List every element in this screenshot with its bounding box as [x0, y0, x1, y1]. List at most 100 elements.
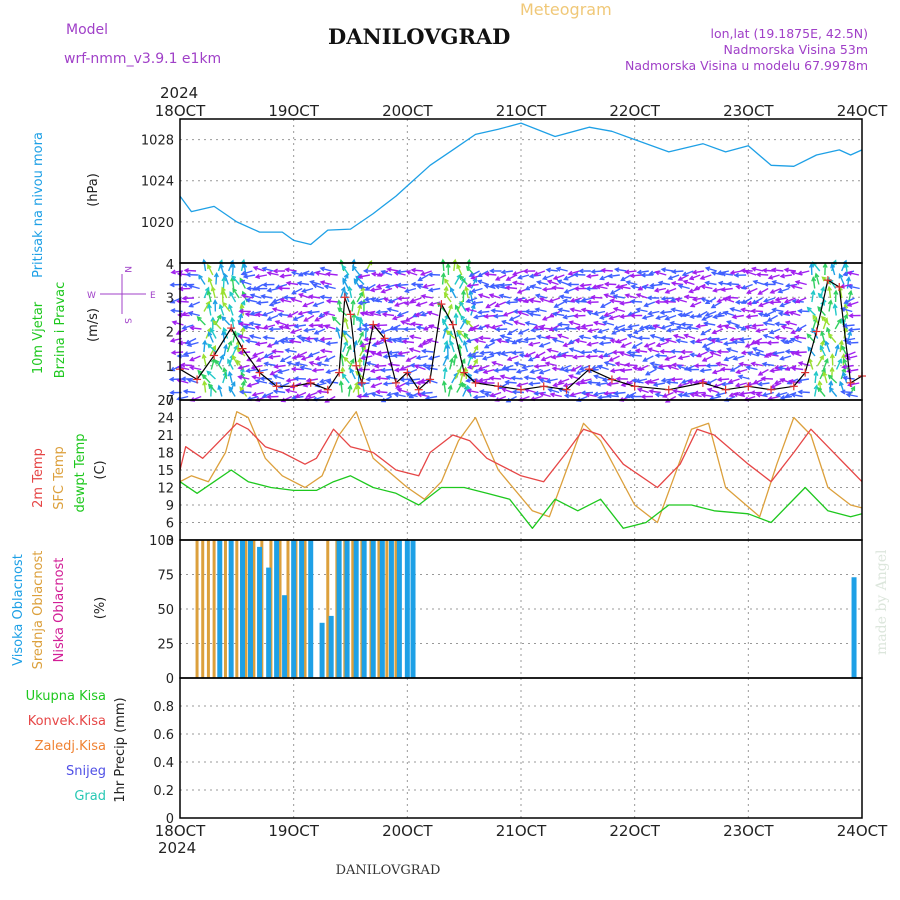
wind-arrow-head: [680, 349, 686, 355]
wind-arrow: [705, 310, 717, 317]
wind-arrow-head: [170, 308, 176, 314]
wind-arrow-head: [740, 307, 746, 313]
wind-arrow-head: [515, 338, 522, 344]
wind-arrow-head: [463, 332, 469, 338]
axis-layer: 18OCT18OCT19OCT19OCT20OCT20OCT21OCT21OCT…: [141, 102, 888, 840]
wind-arrow-head: [282, 336, 289, 342]
wind-arrow: [292, 287, 303, 295]
wind-arrow: [495, 285, 507, 290]
wind-arrow-head: [254, 341, 261, 347]
wind-arrow-head: [261, 311, 268, 317]
wind-arrow: [576, 382, 588, 385]
wind-arrow: [671, 308, 683, 313]
wind-arrow-head: [750, 308, 756, 314]
wind-arrow: [466, 266, 475, 276]
wind-arrow-head: [323, 324, 330, 330]
x-tick-bottom: 20OCT: [382, 822, 433, 840]
wind-arrow-head: [551, 337, 558, 343]
wind-arrow-head: [770, 267, 777, 273]
wind-arrow-head: [632, 329, 639, 335]
wind-arrow-head: [414, 312, 420, 318]
wind-arrow: [563, 314, 575, 319]
wind-arrow: [185, 269, 197, 272]
wind-arrow: [591, 270, 603, 273]
wind-arrow: [418, 274, 429, 281]
wind-arrow: [294, 324, 307, 328]
wind-arrow-head: [210, 327, 215, 333]
wind-arrow: [397, 310, 409, 317]
wind-arrow-head: [244, 311, 250, 317]
wind-arrow: [209, 345, 216, 357]
wind-arrow-head: [631, 378, 637, 384]
wind-arrow-head: [508, 316, 514, 321]
wind-arrow-head: [575, 397, 582, 402]
wind-arrow-head: [268, 380, 274, 386]
wind-arrow: [315, 271, 327, 276]
wind-arrow: [240, 260, 245, 272]
wind-arrow-head: [279, 357, 286, 362]
wind-arrow: [554, 301, 565, 308]
wind-arrow: [780, 355, 792, 360]
wind-arrow-head: [168, 376, 175, 382]
wind-arrow: [388, 363, 400, 367]
wind-arrow: [585, 393, 597, 398]
wind-arrow-head: [797, 270, 803, 276]
wind-arrow-head: [216, 314, 222, 320]
wind-arrow: [429, 287, 441, 292]
wind-arrow: [841, 391, 853, 394]
wind-arrow: [189, 301, 200, 308]
wind-arrow: [357, 385, 360, 397]
wind-arrow: [839, 341, 843, 353]
wind-arrow-head: [568, 347, 575, 353]
wind-arrow: [324, 325, 336, 330]
wind-arrow: [285, 324, 297, 328]
wind-arrow-head: [591, 284, 598, 290]
wind-arrow: [846, 393, 858, 398]
wind-arrow-head: [420, 294, 427, 300]
wind-arrow-head: [380, 367, 386, 373]
wind-arrow: [702, 341, 714, 348]
wind-arrow-head: [498, 293, 504, 299]
wind-arrow-head: [219, 263, 224, 269]
wind-arrow-head: [374, 322, 381, 328]
wind-arrow: [530, 395, 542, 401]
wind-arrow: [615, 362, 627, 367]
wind-arrow-head: [415, 325, 422, 331]
wind-arrow-head: [715, 361, 721, 367]
wind-arrow-head: [817, 386, 823, 393]
wind-arrow-head: [347, 285, 353, 292]
wind-arrow: [375, 364, 387, 368]
wind-arrow: [672, 364, 684, 367]
wind-arrow: [815, 273, 820, 285]
wind-arrow-head: [632, 365, 638, 371]
wind-arrow: [548, 388, 560, 394]
wind-arrow: [529, 313, 541, 317]
wind-arrow: [795, 280, 807, 286]
wind-arrow: [280, 340, 292, 344]
wind-arrow-head: [843, 299, 849, 304]
wind-arrow-head: [827, 299, 833, 305]
wind-arrow: [340, 287, 346, 299]
wind-arrow: [342, 373, 350, 384]
wind-arrow: [223, 368, 228, 380]
wind-arrow-head: [494, 326, 501, 332]
wind-arrow: [190, 366, 202, 371]
wind-arrow: [442, 327, 448, 339]
wind-arrow: [506, 395, 517, 403]
wind-arrow-head: [603, 311, 609, 317]
wind-arrow-head: [825, 326, 831, 333]
wind-arrow: [255, 326, 267, 330]
wind-arrow-head: [628, 394, 635, 400]
wind-arrow: [632, 341, 643, 349]
wind-arrow: [829, 278, 837, 289]
wind-arrow-head: [312, 283, 318, 289]
wind-arrow: [637, 364, 649, 371]
wind-arrow: [607, 382, 619, 386]
wind-arrow: [650, 334, 662, 340]
wind-arrow: [262, 391, 274, 398]
wind-arrow-head: [284, 388, 291, 394]
wind-arrow: [600, 301, 612, 308]
wind-arrow-head: [762, 298, 769, 303]
wind-arrow: [478, 310, 490, 314]
wind-arrow-head: [427, 272, 433, 278]
